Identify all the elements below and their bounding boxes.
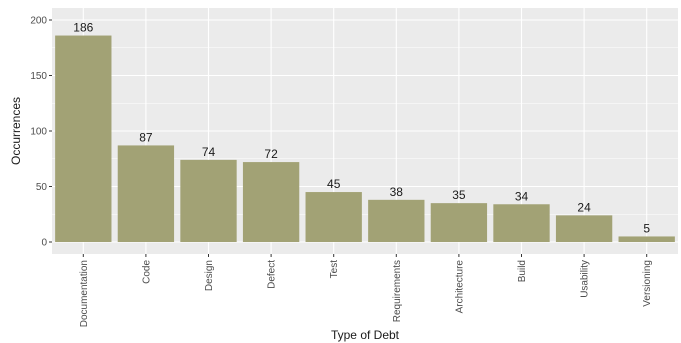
- data-label: 38: [390, 185, 404, 199]
- data-label: 186: [73, 21, 93, 35]
- bar: [618, 236, 675, 242]
- y-tick-label: 100: [30, 127, 47, 138]
- y-axis: 0 50 100 150 200: [30, 16, 52, 249]
- bar: [180, 159, 237, 242]
- y-tick-label: 50: [36, 182, 48, 193]
- data-label: 87: [139, 130, 153, 144]
- bar: [555, 215, 613, 242]
- bar: [368, 199, 425, 242]
- data-label: 24: [577, 200, 591, 214]
- bar: [242, 162, 300, 242]
- bar: [55, 35, 112, 242]
- x-axis-title: Type of Debt: [331, 328, 400, 342]
- x-tick-label: Code: [141, 260, 152, 284]
- data-label: 5: [643, 221, 650, 235]
- data-label: 35: [452, 188, 466, 202]
- x-tick-label: Design: [204, 260, 215, 291]
- x-tick-label: Documentation: [79, 260, 90, 327]
- x-axis: Documentation Code Design Defect Test Require…: [79, 254, 653, 327]
- y-tick-label: 0: [41, 238, 47, 249]
- bar: [430, 203, 488, 242]
- data-label: 45: [327, 177, 341, 191]
- x-tick-label: Build: [517, 260, 528, 282]
- x-tick-label: Requirements: [392, 260, 403, 322]
- y-axis-title: Occurrences: [9, 97, 23, 165]
- data-label: 74: [202, 145, 216, 159]
- data-labels: 186 87 74 72 45 38 35 34 24 5: [73, 21, 650, 236]
- data-label: 34: [515, 189, 529, 203]
- y-tick-label: 200: [30, 16, 47, 27]
- y-tick-label: 150: [30, 71, 47, 82]
- x-tick-label: Usability: [580, 260, 591, 298]
- bar: [305, 192, 362, 242]
- bar: [117, 145, 175, 242]
- x-tick-label: Architecture: [454, 260, 465, 314]
- x-tick-label: Versioning: [642, 260, 653, 307]
- data-label: 72: [264, 147, 278, 161]
- x-tick-label: Defect: [267, 260, 278, 289]
- x-tick-label: Test: [329, 260, 340, 279]
- bars: [55, 35, 675, 242]
- bar: [493, 204, 550, 242]
